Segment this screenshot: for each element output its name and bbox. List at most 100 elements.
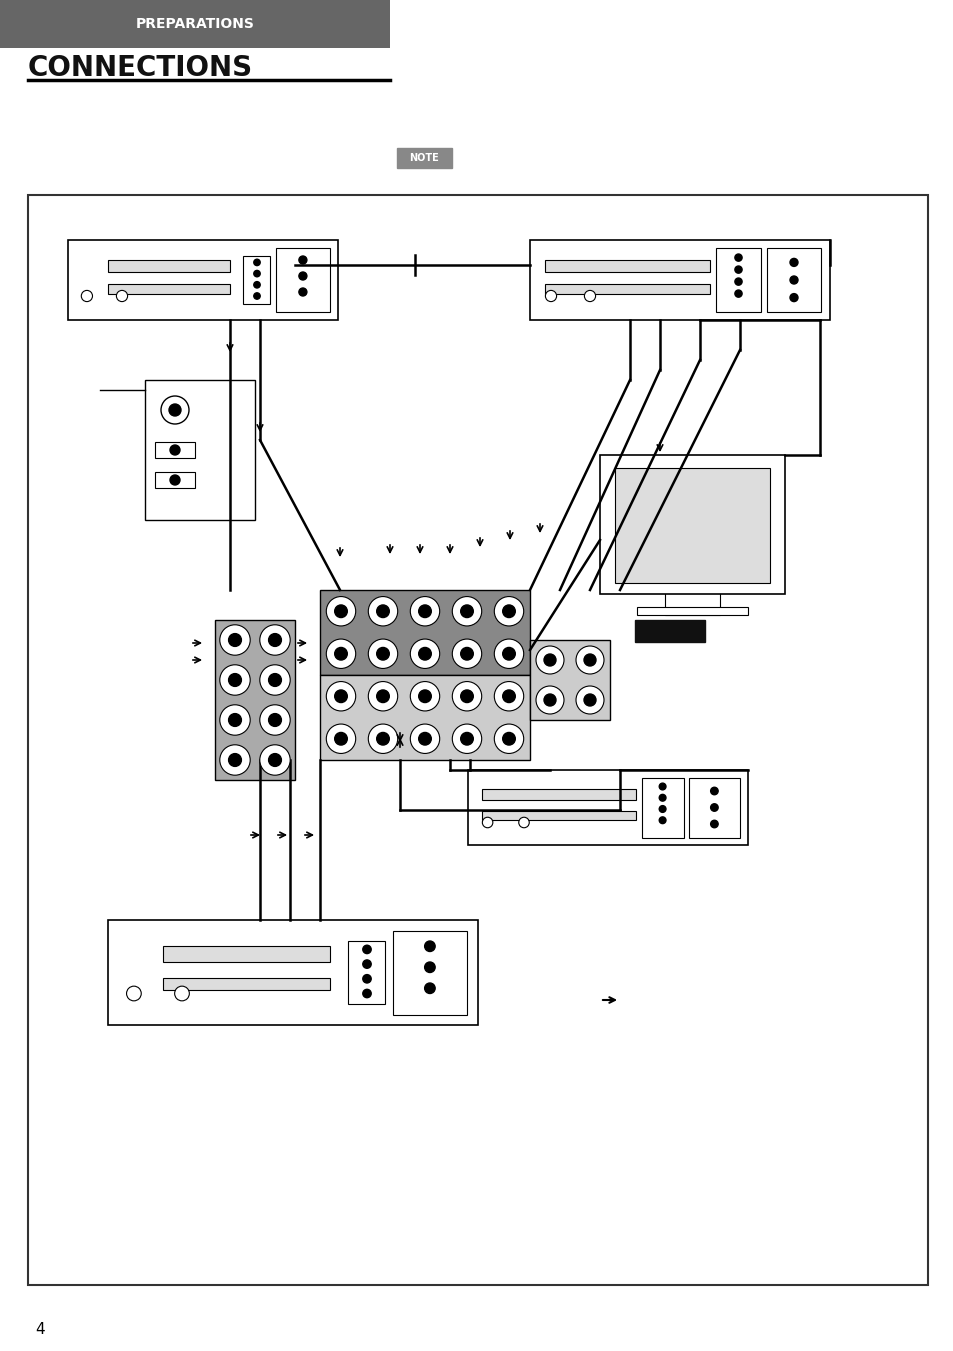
- Bar: [664, 590, 720, 615]
- Bar: [154, 442, 194, 458]
- Circle shape: [543, 654, 556, 666]
- Bar: [716, 249, 760, 312]
- Bar: [319, 590, 530, 676]
- Circle shape: [259, 665, 290, 696]
- Circle shape: [710, 788, 718, 794]
- Circle shape: [460, 732, 473, 744]
- Bar: [145, 380, 254, 520]
- Circle shape: [734, 278, 741, 285]
- Bar: [109, 284, 230, 293]
- Circle shape: [219, 744, 250, 775]
- Circle shape: [418, 732, 431, 744]
- Circle shape: [418, 690, 431, 703]
- Bar: [109, 259, 230, 272]
- Bar: [481, 789, 636, 800]
- Circle shape: [659, 784, 665, 790]
- Circle shape: [494, 681, 523, 711]
- Circle shape: [376, 605, 389, 617]
- Circle shape: [583, 654, 596, 666]
- Circle shape: [170, 476, 180, 485]
- Bar: [214, 620, 294, 780]
- Circle shape: [229, 754, 241, 766]
- Circle shape: [362, 961, 371, 969]
- Bar: [530, 640, 609, 720]
- Text: NOTE: NOTE: [409, 153, 439, 163]
- Circle shape: [518, 817, 529, 828]
- Bar: [481, 811, 636, 820]
- Circle shape: [229, 674, 241, 686]
- Bar: [275, 249, 330, 312]
- Circle shape: [269, 674, 281, 686]
- Circle shape: [269, 713, 281, 727]
- Bar: [530, 240, 829, 320]
- Circle shape: [502, 732, 515, 744]
- Circle shape: [170, 444, 180, 455]
- Circle shape: [335, 605, 347, 617]
- Bar: [68, 240, 337, 320]
- Circle shape: [460, 605, 473, 617]
- Circle shape: [494, 724, 523, 754]
- Circle shape: [368, 681, 397, 711]
- Circle shape: [81, 290, 92, 301]
- Circle shape: [376, 732, 389, 744]
- Text: PREPARATIONS: PREPARATIONS: [135, 18, 254, 31]
- Circle shape: [326, 724, 355, 754]
- Circle shape: [536, 686, 563, 713]
- Bar: [28, 195, 927, 1285]
- Circle shape: [576, 686, 603, 713]
- Circle shape: [494, 639, 523, 669]
- Circle shape: [219, 705, 250, 735]
- Circle shape: [460, 647, 473, 661]
- Circle shape: [253, 281, 260, 288]
- Bar: [637, 607, 747, 615]
- Circle shape: [326, 681, 355, 711]
- Bar: [544, 284, 709, 293]
- Circle shape: [219, 624, 250, 655]
- Circle shape: [410, 724, 439, 754]
- Bar: [544, 259, 709, 272]
- Circle shape: [368, 597, 397, 626]
- Circle shape: [127, 986, 141, 1001]
- Bar: [348, 942, 385, 1004]
- Circle shape: [410, 597, 439, 626]
- Circle shape: [169, 404, 181, 416]
- Circle shape: [362, 946, 371, 954]
- Circle shape: [269, 634, 281, 646]
- Bar: [766, 249, 821, 312]
- Circle shape: [583, 694, 596, 707]
- Circle shape: [161, 396, 189, 424]
- Circle shape: [259, 705, 290, 735]
- Circle shape: [502, 647, 515, 661]
- Circle shape: [362, 974, 371, 984]
- Circle shape: [229, 713, 241, 727]
- Circle shape: [789, 293, 797, 301]
- Bar: [108, 920, 477, 1025]
- Circle shape: [734, 290, 741, 297]
- Circle shape: [326, 597, 355, 626]
- Circle shape: [269, 754, 281, 766]
- Circle shape: [335, 732, 347, 744]
- Circle shape: [789, 258, 797, 266]
- Circle shape: [298, 272, 307, 280]
- Bar: [635, 620, 704, 642]
- Circle shape: [335, 647, 347, 661]
- Text: CONNECTIONS: CONNECTIONS: [28, 54, 253, 82]
- Circle shape: [174, 986, 189, 1001]
- Circle shape: [424, 984, 435, 993]
- Bar: [614, 467, 769, 584]
- Circle shape: [710, 804, 718, 811]
- Circle shape: [452, 597, 481, 626]
- Circle shape: [376, 690, 389, 703]
- Circle shape: [502, 605, 515, 617]
- Bar: [396, 149, 452, 168]
- Circle shape: [259, 624, 290, 655]
- Circle shape: [659, 794, 665, 801]
- Circle shape: [253, 259, 260, 266]
- Circle shape: [536, 646, 563, 674]
- Circle shape: [298, 255, 307, 263]
- Circle shape: [326, 639, 355, 669]
- Circle shape: [424, 962, 435, 973]
- Circle shape: [543, 694, 556, 707]
- Bar: [641, 777, 683, 838]
- Circle shape: [576, 646, 603, 674]
